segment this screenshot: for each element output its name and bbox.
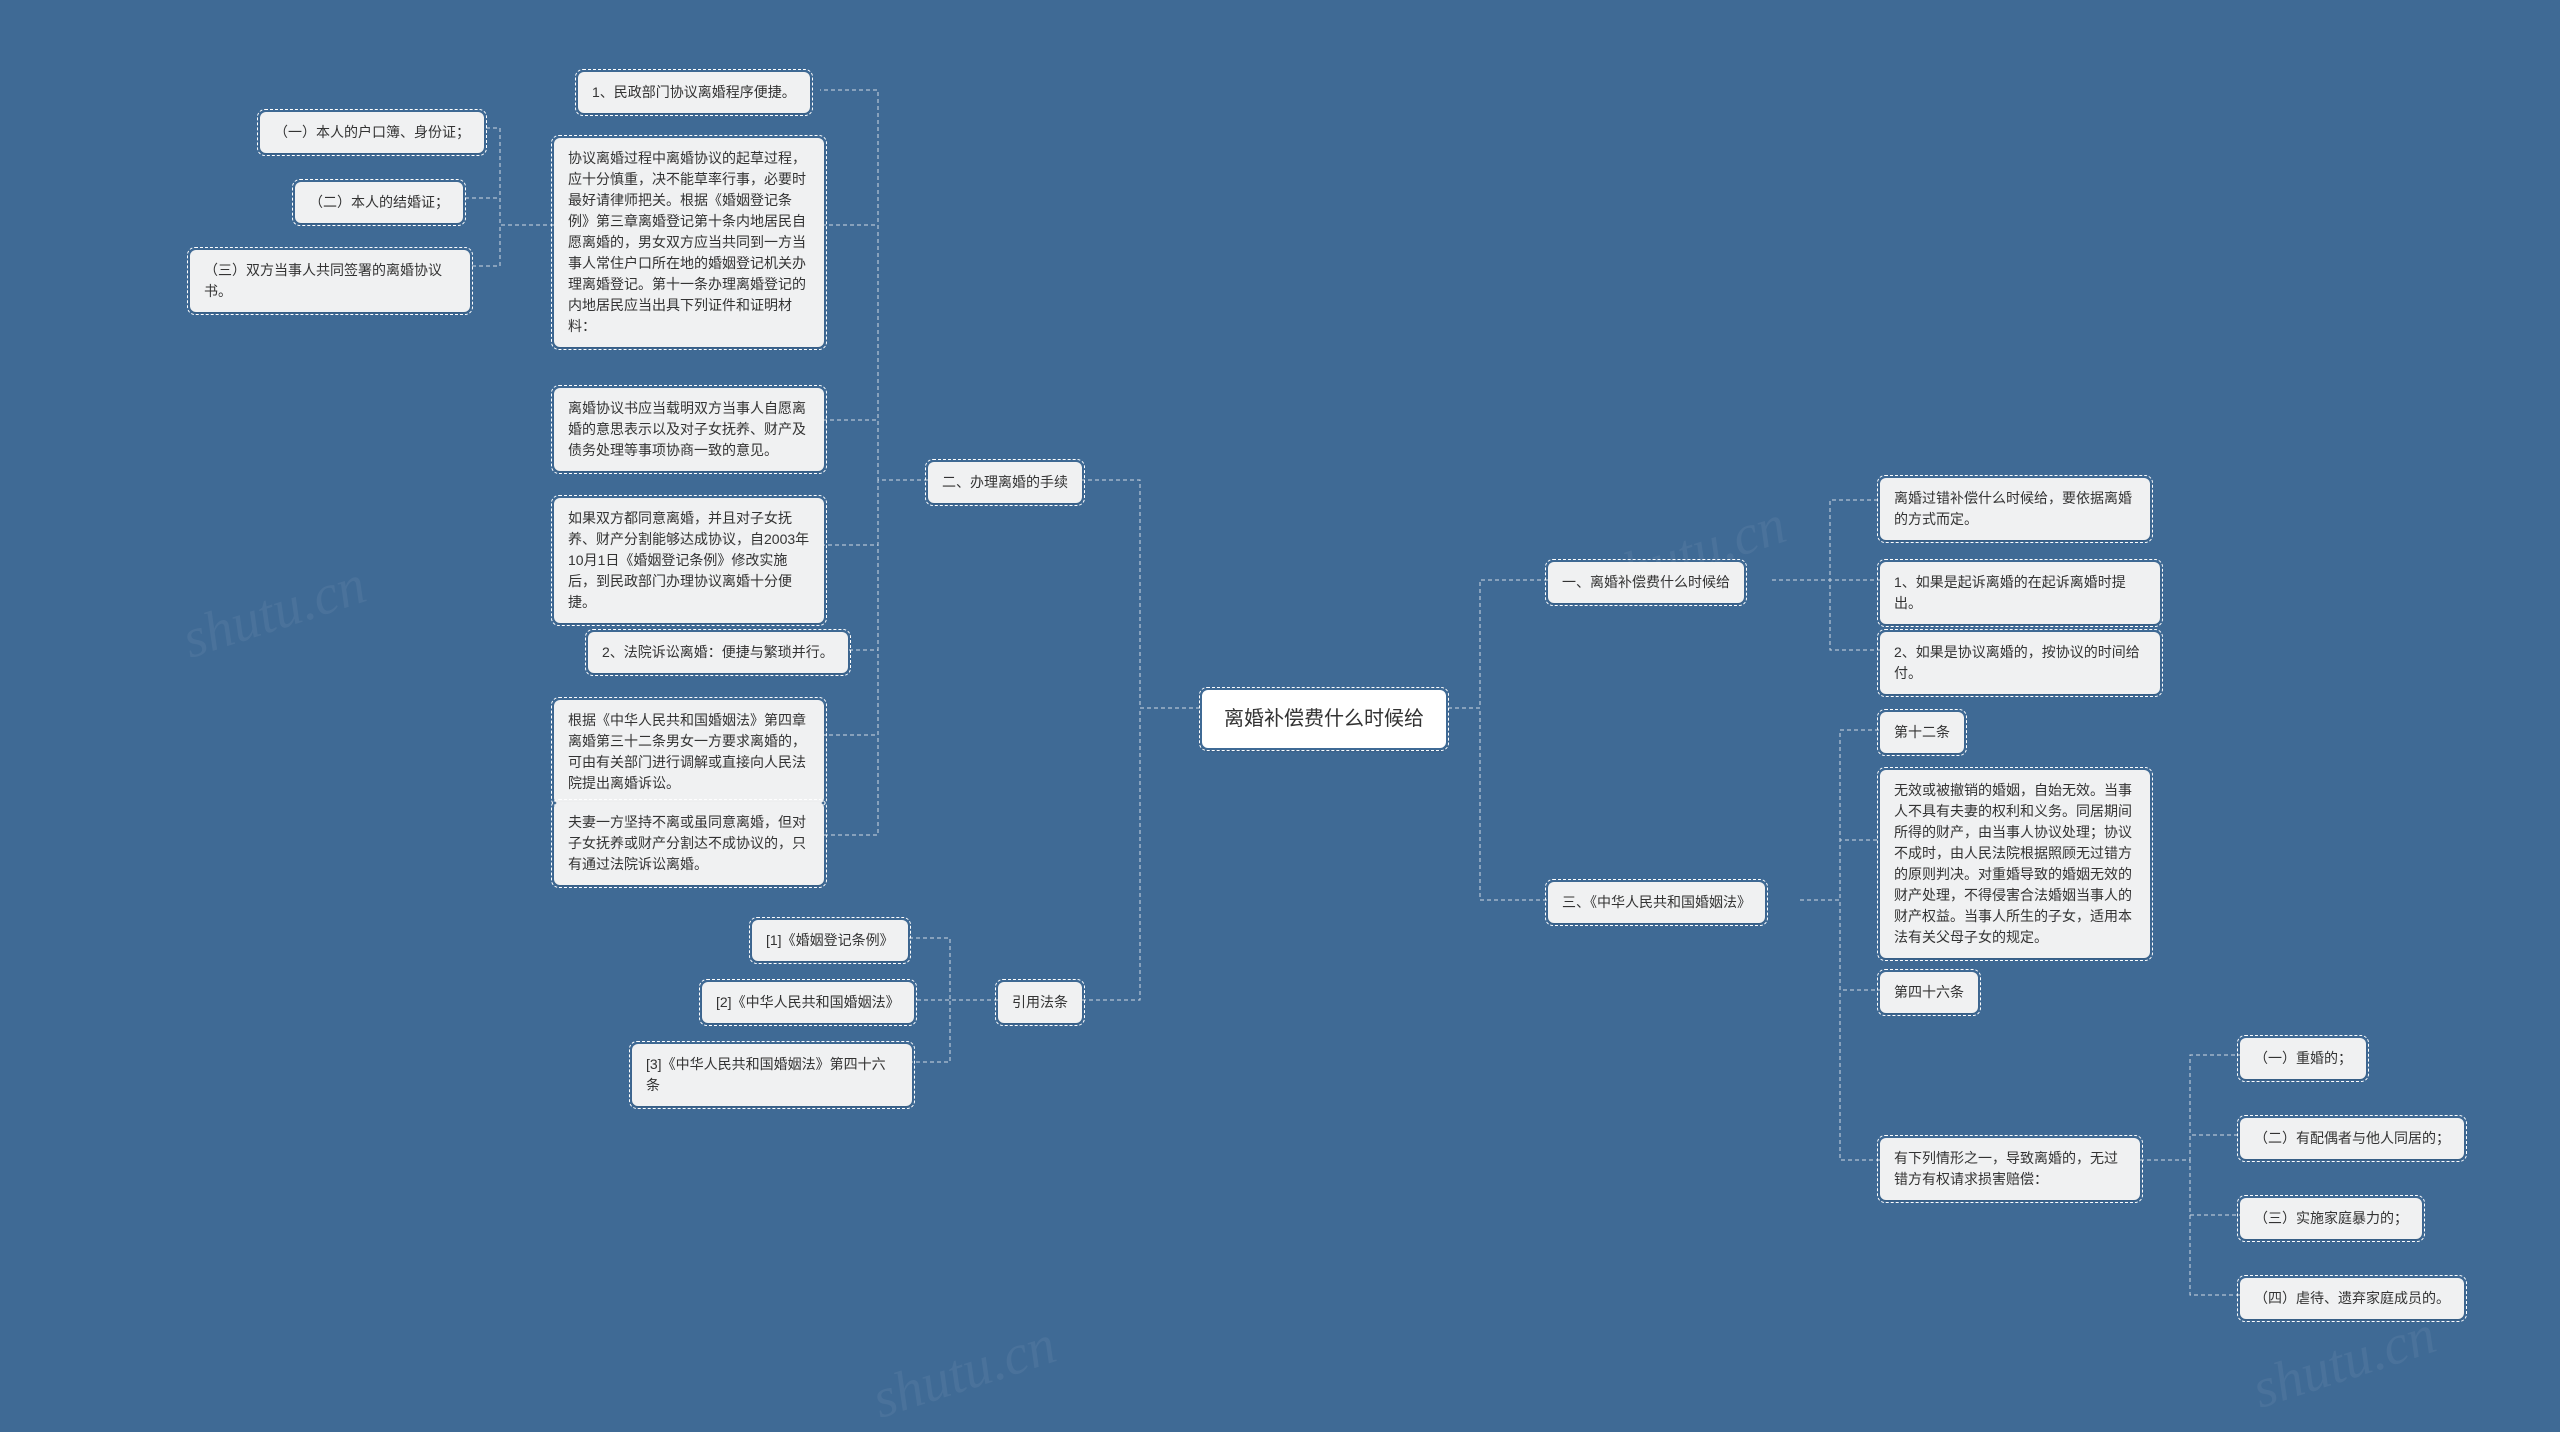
node-a46-item-1: （二）有配偶者与他人同居的； xyxy=(2240,1118,2464,1159)
node-r1-1: 1、如果是起诉离婚的在起诉离婚时提出。 xyxy=(1880,562,2160,624)
node-a46-item-2: （三）实施家庭暴力的； xyxy=(2240,1198,2422,1239)
node-l1-c2-sub1: （二）本人的结婚证； xyxy=(295,182,463,223)
node-a12-detail: 无效或被撤销的婚姻，自始无效。当事人不具有夫妻的权利和义务。同居期间所得的财产，… xyxy=(1880,770,2150,958)
node-a46-title: 第四十六条 xyxy=(1880,972,1978,1013)
branch-l2[interactable]: 引用法条 xyxy=(998,982,1082,1023)
branch-r2[interactable]: 三、《中华人民共和国婚姻法》 xyxy=(1548,882,1765,923)
node-l1-c7: 夫妻一方坚持不离或虽同意离婚，但对子女抚养或财产分割达不成协议的，只有通过法院诉… xyxy=(554,802,824,885)
node-a46-item-0: （一）重婚的； xyxy=(2240,1038,2366,1079)
watermark: shutu.cn xyxy=(865,1312,1064,1431)
node-l1-c6: 根据《中华人民共和国婚姻法》第四章离婚第三十二条男女一方要求离婚的，可由有关部门… xyxy=(554,700,824,804)
node-a46-item-3: （四）虐待、遗弃家庭成员的。 xyxy=(2240,1278,2464,1319)
watermark: shutu.cn xyxy=(175,552,374,671)
node-l1-c2: 协议离婚过程中离婚协议的起草过程，应十分慎重，决不能草率行事，必要时最好请律师把… xyxy=(554,138,824,347)
node-r1-2: 2、如果是协议离婚的，按协议的时间给付。 xyxy=(1880,632,2160,694)
node-l2-0: [1]《婚姻登记条例》 xyxy=(752,920,908,961)
node-l1-c5: 2、法院诉讼离婚：便捷与繁琐并行。 xyxy=(588,632,848,673)
branch-r1[interactable]: 一、离婚补偿费什么时候给 xyxy=(1548,562,1744,603)
root-node[interactable]: 离婚补偿费什么时候给 xyxy=(1200,688,1448,750)
node-a46-detail: 有下列情形之一，导致离婚的，无过错方有权请求损害赔偿： xyxy=(1880,1138,2140,1200)
watermark: shutu.cn xyxy=(2245,1302,2444,1421)
branch-l1[interactable]: 二、办理离婚的手续 xyxy=(928,462,1082,503)
node-l1-c2-sub0: （一）本人的户口簿、身份证； xyxy=(260,112,484,153)
node-r1-0: 离婚过错补偿什么时候给，要依据离婚的方式而定。 xyxy=(1880,478,2150,540)
node-l2-1: [2]《中华人民共和国婚姻法》 xyxy=(702,982,914,1023)
node-l1-c1: 1、民政部门协议离婚程序便捷。 xyxy=(578,72,810,113)
mindmap-canvas: shutu.cn shutu.cn shutu.cn shutu.cn xyxy=(0,0,2560,1424)
node-l1-c2-sub2: （三）双方当事人共同签署的离婚协议书。 xyxy=(190,250,470,312)
node-l2-2: [3]《中华人民共和国婚姻法》第四十六条 xyxy=(632,1044,912,1106)
node-l1-c3: 离婚协议书应当载明双方当事人自愿离婚的意思表示以及对子女抚养、财产及债务处理等事… xyxy=(554,388,824,471)
node-a12-title: 第十二条 xyxy=(1880,712,1964,753)
node-l1-c4: 如果双方都同意离婚，并且对子女抚养、财产分割能够达成协议，自2003年10月1日… xyxy=(554,498,824,623)
